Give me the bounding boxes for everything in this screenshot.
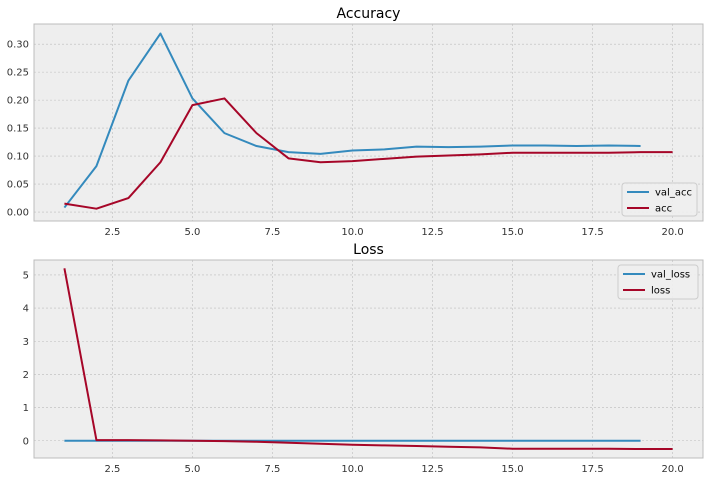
accuracy-legend-label-val-acc: val_acc [655,188,692,199]
loss-x-tick-label: 12.5 [421,464,443,475]
loss-y-tick-label: 4 [23,304,29,315]
loss-title: Loss [353,242,384,258]
accuracy-x-tick-label: 12.5 [421,227,443,238]
accuracy-panel: Accuracy 2.5 5.0 7.5 10.0 12.5 15.0 17.5 20.0 0.0… [7,6,704,238]
loss-x-tick-label: 15.0 [501,464,523,475]
loss-y-tick-label: 0 [23,436,29,447]
loss-x-tick-label: 20.0 [661,464,683,475]
accuracy-x-tick-label: 15.0 [501,227,523,238]
loss-panel: Loss 2.5 5.0 7.5 10.0 12.5 15.0 17.5 20.0 0 1 2 3 4 5 v… [23,242,704,475]
loss-x-tick-label: 7.5 [265,464,281,475]
loss-legend-label-loss: loss [651,286,670,297]
accuracy-x-tick-label: 10.0 [341,227,363,238]
loss-x-tick-label: 2.5 [104,464,120,475]
accuracy-y-tick-label: 0.10 [7,152,29,163]
accuracy-x-tick-label: 2.5 [104,227,120,238]
loss-plot-area [33,259,704,459]
accuracy-title: Accuracy [337,6,401,22]
loss-y-tick-label: 5 [23,270,29,281]
accuracy-y-tick-label: 0.15 [7,124,29,135]
accuracy-y-tick-label: 0.20 [7,96,29,107]
loss-series-loss-line [63,268,673,451]
loss-x-tick-label: 10.0 [341,464,363,475]
accuracy-y-tick-label: 0.00 [7,208,29,219]
accuracy-x-tick-label: 7.5 [265,227,281,238]
accuracy-x-tick-label: 17.5 [581,227,603,238]
accuracy-y-tick-label: 0.05 [7,180,29,191]
accuracy-y-tick-label: 0.30 [7,40,29,51]
loss-y-tick-label: 3 [23,337,29,348]
accuracy-legend-label-acc: acc [655,204,672,215]
loss-y-tick-label: 2 [23,370,29,381]
accuracy-series-val-acc-line [63,32,641,209]
accuracy-series-acc-line [64,97,673,210]
loss-x-tick-label: 5.0 [184,464,200,475]
accuracy-x-tick-label: 20.0 [661,227,683,238]
loss-y-tick-label: 1 [23,403,29,414]
loss-x-tick-label: 17.5 [581,464,603,475]
loss-legend-label-val-loss: val_loss [651,270,690,281]
accuracy-y-tick-label: 0.25 [7,68,29,79]
accuracy-x-tick-label: 5.0 [184,227,200,238]
